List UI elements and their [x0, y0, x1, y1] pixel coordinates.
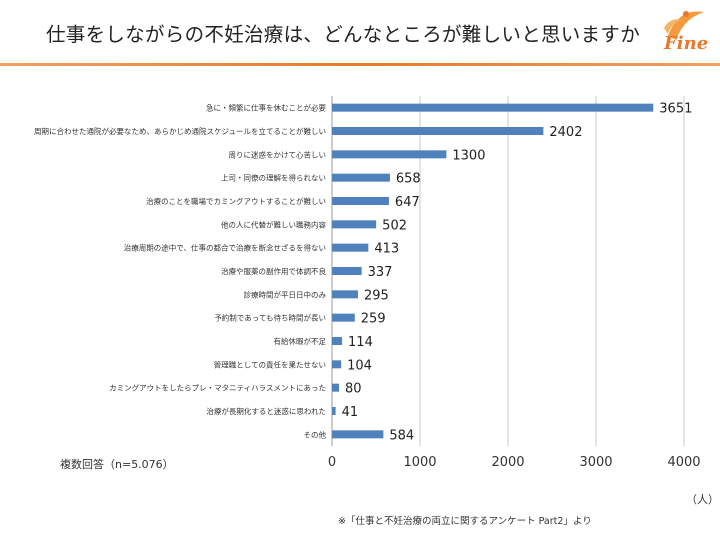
bar [332, 383, 340, 392]
unit-label: （人） [686, 493, 719, 506]
bar [332, 197, 389, 205]
bar [332, 243, 369, 252]
bar [332, 150, 447, 159]
category-label: 急に・頻繁に仕事を休むことが必要 [206, 103, 326, 113]
value-label: 337 [368, 265, 393, 280]
value-label: 3651 [659, 102, 692, 117]
category-label: カミングアウトをしたらプレ・マタニティハラスメントにあった [109, 383, 326, 393]
category-label: 周りに迷惑をかけて心苦しい [229, 149, 327, 159]
category-label: 上司・同僚の理解を得られない [221, 173, 326, 183]
x-tick-label: 1000 [403, 455, 436, 470]
category-label: 治療や服薬の副作用で体調不良 [221, 266, 326, 276]
sample-note: 複数回答（n=5.076） [60, 458, 174, 471]
value-label: 413 [374, 242, 399, 257]
category-label: 治療のことを職場でカミングアウトすることが難しい [146, 196, 326, 206]
value-label: 502 [382, 218, 407, 233]
bar [332, 267, 362, 275]
category-label: その他 [304, 429, 327, 439]
x-tick-label: 2000 [491, 455, 524, 470]
bar [332, 360, 342, 369]
value-label: 647 [395, 195, 420, 210]
value-label: 41 [342, 405, 359, 420]
category-label: 管理職としての責任を果たせない [214, 359, 326, 369]
category-label: 治療が長期化すると迷惑に思われた [206, 406, 326, 416]
x-tick-label: 3000 [579, 455, 612, 470]
bar [332, 103, 654, 112]
logo-icon [664, 11, 704, 40]
bar [332, 407, 336, 415]
x-tick-label: 0 [328, 455, 336, 470]
value-label: 80 [345, 382, 362, 397]
bar [332, 290, 358, 299]
category-label: 周期に合わせた通院が必要なため、あらかじめ通院スケジュールを立てることが難しい [34, 126, 326, 136]
category-label: 予約制であっても待ち時間が長い [214, 313, 326, 323]
category-label: 診療時間が平日日中のみ [244, 289, 327, 299]
bar [332, 313, 355, 322]
source-note: ※「仕事と不妊治療の両立に関するアンケート Part2」より [338, 516, 592, 527]
bar [332, 127, 544, 135]
page-title: 仕事をしながらの不妊治療は、どんなところが難しいと思いますか [46, 23, 641, 46]
category-label: 治療周期の途中で、仕事の都合で治療を断念せざるを得ない [124, 243, 326, 253]
value-label: 584 [389, 428, 414, 443]
logo-text: Fine [664, 33, 709, 54]
value-label: 2402 [549, 125, 582, 140]
value-label: 104 [347, 358, 372, 373]
value-label: 114 [348, 335, 373, 350]
bar [332, 173, 390, 182]
bar [332, 430, 384, 439]
title-divider [0, 63, 720, 66]
value-label: 1300 [452, 148, 485, 163]
category-label: 有給休暇が不足 [274, 336, 327, 346]
category-label: 他の人に代替が難しい職務内容 [221, 219, 326, 229]
value-label: 658 [396, 172, 421, 187]
bar [332, 337, 343, 345]
value-label: 295 [364, 288, 389, 303]
value-label: 259 [361, 312, 386, 327]
bar [332, 220, 377, 229]
x-tick-label: 4000 [667, 455, 700, 470]
